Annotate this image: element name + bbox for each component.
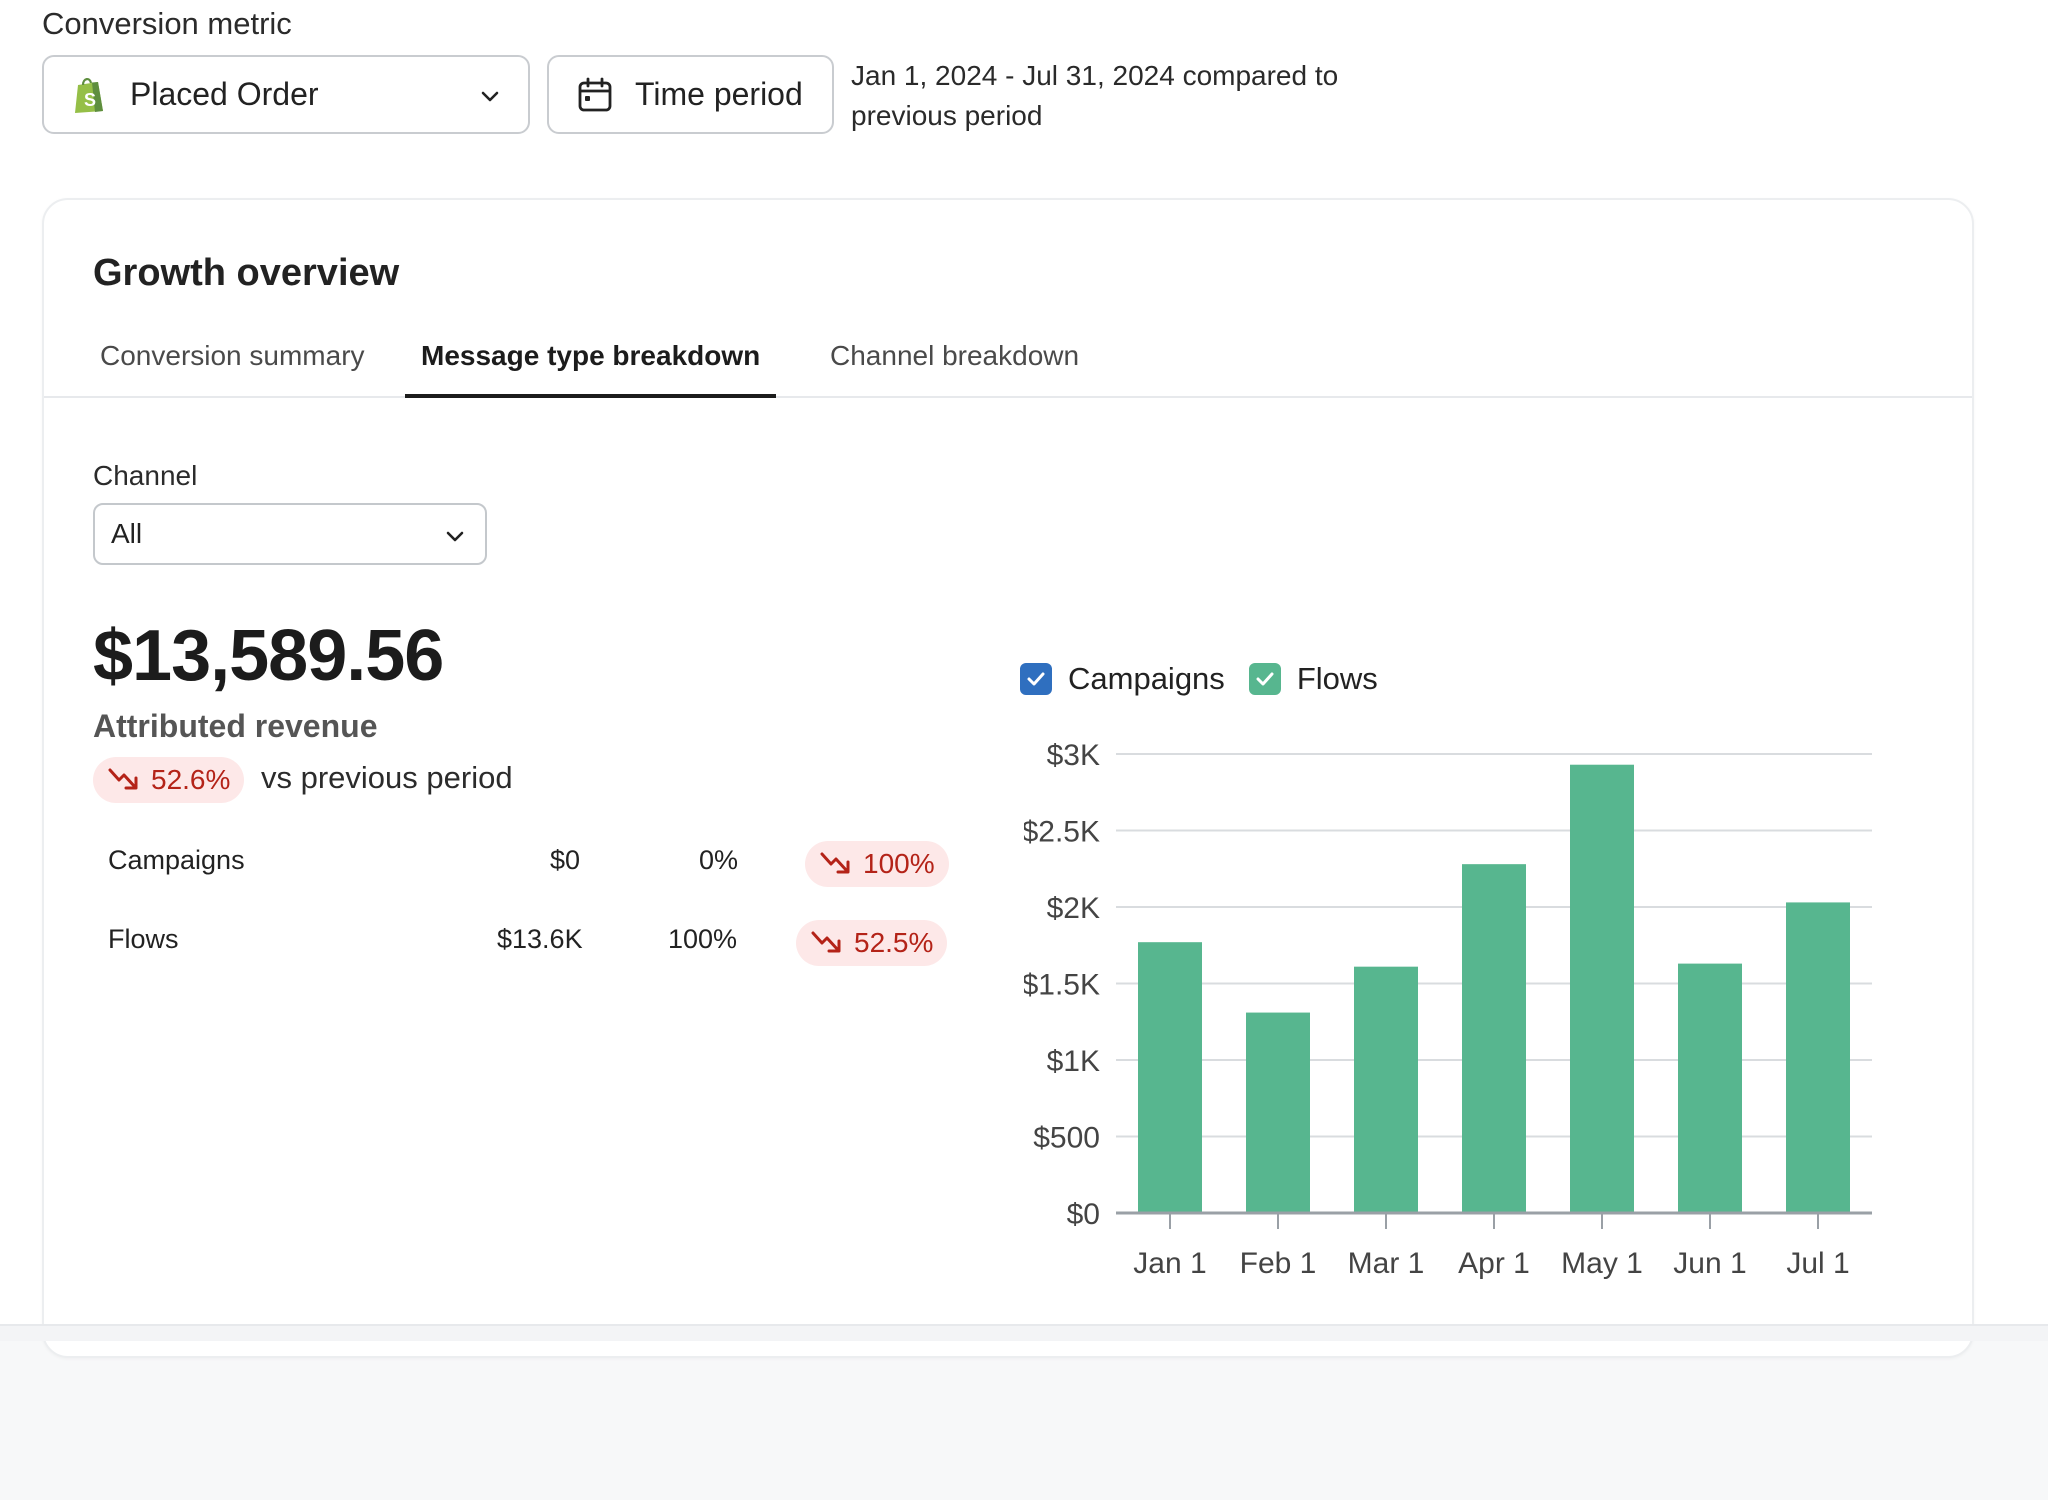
legend-campaigns-label: Campaigns: [1068, 661, 1225, 696]
trend-down-icon: [820, 852, 850, 874]
conversion-metric-select[interactable]: S Placed Order: [42, 55, 530, 134]
bar-flows: [1786, 902, 1850, 1213]
row-campaigns-change: 100%: [863, 848, 935, 879]
row-flows-share: 100%: [668, 924, 738, 954]
chevron-down-icon: [481, 91, 499, 102]
flows-checkbox[interactable]: [1248, 663, 1281, 695]
y-tick-label: $500: [1033, 1122, 1100, 1155]
legend-campaigns[interactable]: Campaigns: [1020, 661, 1225, 697]
chart-legend: Campaigns Flows: [1020, 661, 1402, 697]
card-title: Growth overview: [93, 252, 400, 294]
conversion-metric-label: Conversion metric: [42, 6, 292, 41]
x-axis: Jan 1 Feb 1 Mar 1 Apr 1 May 1 Jun 1 Jul 1: [1116, 1211, 1872, 1280]
revenue-bar-chart: $0 $500 $1K $1.5K $2K $2.5K $3K Jan 1 Feb 1 Mar …: [1024, 739, 1872, 1280]
y-tick-label: $1K: [1047, 1045, 1100, 1078]
check-icon: [1027, 672, 1045, 686]
bar-flows: [1462, 864, 1526, 1213]
campaigns-checkbox[interactable]: [1020, 663, 1052, 695]
channel-select-value: All: [111, 518, 143, 549]
row-campaigns-name: Campaigns: [108, 845, 245, 875]
tab-conversion-summary[interactable]: Conversion summary: [100, 340, 365, 371]
total-change-badge: 52.6%: [93, 757, 245, 803]
period-description: Jan 1, 2024 - Jul 31, 2024 compared to p…: [851, 56, 1411, 136]
period-line-2: previous period: [851, 100, 1043, 131]
y-axis-ticks: $0 $500 $1K $1.5K $2K $2.5K $3K: [1024, 739, 1100, 1231]
y-tick-label: $3K: [1047, 739, 1100, 772]
time-period-button[interactable]: Time period: [547, 55, 834, 134]
bar-flows: [1138, 942, 1202, 1213]
x-tick-label: Jun 1: [1673, 1247, 1746, 1280]
channel-select[interactable]: All: [93, 503, 487, 565]
chart-bars: [1138, 764, 1850, 1213]
bar-flows: [1354, 966, 1418, 1213]
y-tick-label: $1.5K: [1024, 969, 1100, 1002]
trend-down-icon: [811, 931, 841, 953]
time-period-label: Time period: [635, 76, 803, 112]
x-tick-label: Mar 1: [1348, 1247, 1425, 1280]
svg-text:S: S: [84, 90, 96, 110]
x-tick-label: Apr 1: [1458, 1247, 1530, 1280]
row-campaigns-share: 0%: [699, 845, 739, 875]
y-tick-label: $2K: [1047, 892, 1100, 925]
row-flows-change-badge: 52.5%: [796, 920, 948, 966]
channel-label: Channel: [93, 460, 198, 491]
chevron-down-icon: [446, 531, 464, 542]
legend-flows[interactable]: Flows: [1248, 661, 1378, 697]
row-flows-name: Flows: [108, 924, 179, 954]
calendar-icon: [578, 77, 612, 111]
legend-flows-label: Flows: [1296, 661, 1378, 696]
shopify-icon: S: [75, 77, 103, 113]
x-tick-label: Feb 1: [1240, 1247, 1317, 1280]
tab-message-type-breakdown[interactable]: Message type breakdown: [405, 340, 777, 398]
x-tick-label: Jan 1: [1133, 1247, 1206, 1280]
attributed-revenue-label: Attributed revenue: [93, 708, 378, 744]
trend-down-icon: [108, 768, 138, 790]
check-icon: [1256, 672, 1274, 686]
total-change-suffix: vs previous period: [261, 760, 513, 795]
growth-overview-card: Growth overview Conversion summary Messa…: [42, 198, 1974, 1358]
bar-flows: [1570, 764, 1634, 1213]
bottom-strip: [0, 1324, 2048, 1341]
row-campaigns-change-badge: 100%: [805, 841, 949, 887]
x-tick-label: Jul 1: [1786, 1247, 1849, 1280]
row-flows-change: 52.5%: [854, 927, 934, 958]
period-line-1: Jan 1, 2024 - Jul 31, 2024 compared to: [851, 60, 1339, 91]
y-tick-label: $2.5K: [1024, 816, 1100, 849]
row-flows-value: $13.6K: [497, 924, 583, 954]
y-tick-label: $0: [1067, 1198, 1100, 1231]
bar-flows: [1246, 1012, 1310, 1213]
total-change-value: 52.6%: [151, 764, 231, 795]
tab-channel-breakdown[interactable]: Channel breakdown: [830, 340, 1080, 371]
x-tick-label: May 1: [1561, 1247, 1643, 1280]
tab-bar: Conversion summary Message type breakdow…: [44, 332, 1972, 398]
attributed-revenue-value: $13,589.56: [93, 616, 444, 696]
row-campaigns-value: $0: [550, 845, 581, 875]
bar-flows: [1678, 963, 1742, 1213]
conversion-metric-value: Placed Order: [130, 76, 319, 112]
